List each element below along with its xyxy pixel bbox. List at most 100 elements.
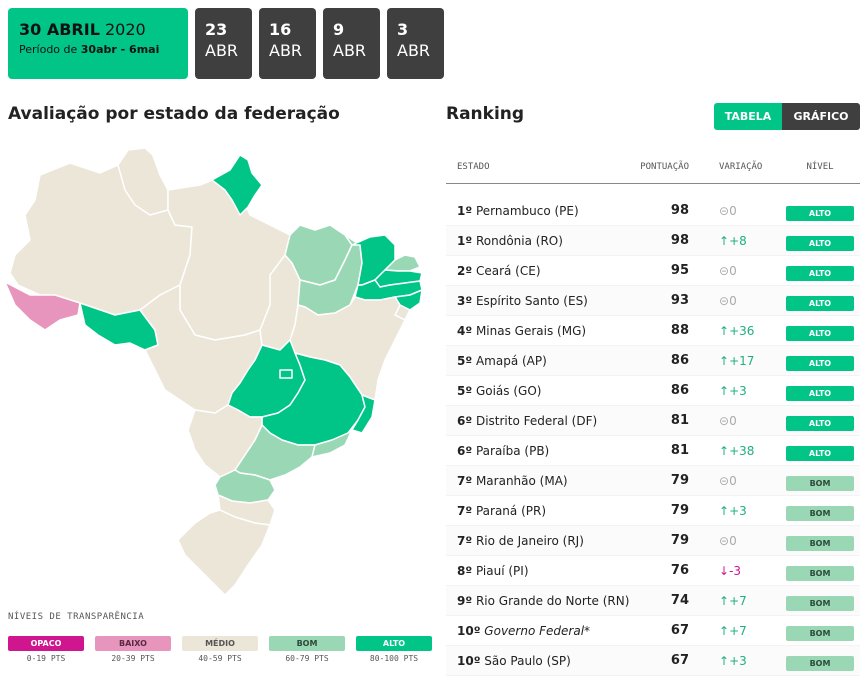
date-tab-current[interactable]: 30 ABRIL 2020 Período de 30abr - 6mai bbox=[8, 8, 188, 79]
row-score: 98 bbox=[670, 203, 689, 218]
row-score: 67 bbox=[670, 623, 689, 638]
row-level: BOM bbox=[780, 531, 860, 551]
view-toggle: TABELA GRÁFICO bbox=[714, 103, 860, 130]
row-estado: 10º São Paulo (SP) bbox=[446, 654, 634, 668]
table-view-button[interactable]: TABELA bbox=[714, 103, 782, 130]
state-rr[interactable] bbox=[117, 147, 169, 216]
table-row[interactable]: 9º Rio Grande do Norte (RN) 74 ↑+7 BOM bbox=[446, 586, 860, 616]
table-row[interactable]: 3º Espírito Santo (ES) 93 ⊝0 ALTO bbox=[446, 286, 860, 316]
legend-range: 40-59 PTS bbox=[198, 654, 242, 663]
state-df[interactable] bbox=[279, 369, 293, 379]
state-am[interactable] bbox=[9, 152, 193, 316]
state-rs[interactable] bbox=[177, 509, 271, 596]
row-variation-value: 0 bbox=[729, 413, 737, 428]
date-tab-day: 3 bbox=[397, 20, 409, 39]
row-level: ALTO bbox=[780, 291, 860, 311]
header-nivel[interactable]: NÍVEL bbox=[806, 161, 834, 172]
row-state-name: Paraíba (PB) bbox=[475, 443, 550, 458]
table-row[interactable]: 4º Minas Gerais (MG) 88 ↑+36 ALTO bbox=[446, 316, 860, 346]
table-row[interactable]: 8º Piauí (PI) 76 ↓-3 BOM bbox=[446, 556, 860, 586]
row-score: 67 bbox=[670, 653, 689, 668]
table-row[interactable]: 6º Paraíba (PB) 81 ↑+38 ALTO bbox=[446, 436, 860, 466]
row-variation: ↑+3 bbox=[701, 654, 780, 668]
row-variation-value: +38 bbox=[729, 443, 755, 458]
date-tab-month: ABR bbox=[397, 41, 431, 60]
variation-neutral-icon: ⊝ bbox=[719, 533, 730, 548]
state-rj[interactable] bbox=[311, 429, 353, 458]
date-tab-9-abr[interactable]: 9 ABR bbox=[323, 8, 380, 79]
row-estado: 2º Ceará (CE) bbox=[446, 264, 634, 278]
row-state-name: São Paulo (SP) bbox=[484, 653, 571, 668]
date-tab-16-abr[interactable]: 16 ABR bbox=[259, 8, 316, 79]
row-state-name: Distrito Federal (DF) bbox=[475, 413, 598, 428]
row-score: 98 bbox=[670, 233, 689, 248]
date-current-title: 30 ABRIL 2020 bbox=[19, 20, 146, 39]
row-level: BOM bbox=[780, 471, 860, 491]
table-row[interactable]: 10º São Paulo (SP) 67 ↑+3 BOM bbox=[446, 646, 860, 676]
row-variation: ↑+7 bbox=[701, 594, 780, 608]
row-rank: 7º bbox=[457, 503, 473, 518]
row-state-name: Minas Gerais (MG) bbox=[475, 323, 587, 338]
legend-range: 60-79 PTS bbox=[285, 654, 329, 663]
row-level: ALTO bbox=[780, 381, 860, 401]
row-variation: ⊝0 bbox=[701, 474, 780, 488]
state-es[interactable] bbox=[351, 394, 376, 434]
row-score: 81 bbox=[670, 443, 689, 458]
row-score: 95 bbox=[670, 263, 689, 278]
row-state-name: Governo Federal* bbox=[484, 623, 591, 638]
legend-title: NÍVEIS DE TRANSPARÊNCIA bbox=[8, 612, 145, 622]
row-rank: 6º bbox=[457, 443, 473, 458]
table-row[interactable]: 5º Amapá (AP) 86 ↑+17 ALTO bbox=[446, 346, 860, 376]
table-row[interactable]: 7º Rio de Janeiro (RJ) 79 ⊝0 BOM bbox=[446, 526, 860, 556]
table-body: 1º Pernambuco (PE) 98 ⊝0 ALTO 1º Rondônia (R… bbox=[446, 196, 860, 676]
level-badge: BOM bbox=[786, 655, 854, 671]
table-row[interactable]: 6º Distrito Federal (DF) 81 ⊝0 ALTO bbox=[446, 406, 860, 436]
row-state-name: Ceará (CE) bbox=[475, 263, 541, 278]
legend-swatch: BOM bbox=[269, 636, 345, 651]
header-estado[interactable]: ESTADO bbox=[457, 161, 490, 172]
row-variation: ↑+36 bbox=[701, 324, 780, 338]
row-score: 86 bbox=[670, 353, 689, 368]
row-estado: 1º Pernambuco (PE) bbox=[446, 204, 634, 218]
state-ac[interactable] bbox=[4, 281, 81, 331]
ranking-table: ESTADO PONTUAÇÃO VARIAÇÃO NÍVEL 1º Perna… bbox=[446, 150, 860, 676]
table-row[interactable]: 7º Paraná (PR) 79 ↑+3 BOM bbox=[446, 496, 860, 526]
state-pr[interactable] bbox=[214, 469, 276, 504]
table-row[interactable]: 1º Rondônia (RO) 98 ↑+8 ALTO bbox=[446, 226, 860, 256]
row-score: 76 bbox=[670, 563, 689, 578]
row-estado: 8º Piauí (PI) bbox=[446, 564, 634, 578]
row-estado: 6º Paraíba (PB) bbox=[446, 444, 634, 458]
date-tab-23-abr[interactable]: 23 ABR bbox=[195, 8, 252, 79]
row-level: BOM bbox=[780, 501, 860, 521]
date-tab-day: 9 bbox=[333, 20, 345, 39]
row-level: ALTO bbox=[780, 261, 860, 281]
row-variation-value: +17 bbox=[729, 353, 755, 368]
table-row[interactable]: 2º Ceará (CE) 95 ⊝0 ALTO bbox=[446, 256, 860, 286]
row-estado: 5º Goiás (GO) bbox=[446, 384, 634, 398]
variation-neutral-icon: ⊝ bbox=[719, 293, 730, 308]
row-score: 88 bbox=[670, 323, 689, 338]
table-row[interactable]: 7º Maranhão (MA) 79 ⊝0 BOM bbox=[446, 466, 860, 496]
row-level: ALTO bbox=[780, 351, 860, 371]
row-variation-value: +3 bbox=[729, 383, 747, 398]
state-ap[interactable] bbox=[211, 154, 263, 216]
row-state-name: Maranhão (MA) bbox=[475, 473, 568, 488]
row-estado: 10º Governo Federal* bbox=[446, 624, 634, 638]
table-row[interactable]: 10º Governo Federal* 67 ↑+7 BOM bbox=[446, 616, 860, 646]
header-variacao[interactable]: VARIAÇÃO bbox=[719, 161, 763, 172]
row-estado: 6º Distrito Federal (DF) bbox=[446, 414, 634, 428]
row-variation-value: +7 bbox=[729, 593, 747, 608]
level-badge: ALTO bbox=[786, 205, 854, 221]
row-estado: 1º Rondônia (RO) bbox=[446, 234, 634, 248]
row-variation: ⊝0 bbox=[701, 264, 780, 278]
header-pontuacao[interactable]: PONTUAÇÃO bbox=[640, 161, 689, 172]
date-tabs: 30 ABRIL 2020 Período de 30abr - 6mai 23… bbox=[8, 8, 444, 79]
row-rank: 6º bbox=[457, 413, 473, 428]
date-tab-3-abr[interactable]: 3 ABR bbox=[387, 8, 444, 79]
table-row[interactable]: 5º Goiás (GO) 86 ↑+3 ALTO bbox=[446, 376, 860, 406]
variation-neutral-icon: ⊝ bbox=[719, 413, 730, 428]
chart-view-button[interactable]: GRÁFICO bbox=[782, 103, 860, 130]
variation-neutral-icon: ⊝ bbox=[719, 263, 730, 278]
table-row[interactable]: 1º Pernambuco (PE) 98 ⊝0 ALTO bbox=[446, 196, 860, 226]
level-badge: BOM bbox=[786, 625, 854, 641]
